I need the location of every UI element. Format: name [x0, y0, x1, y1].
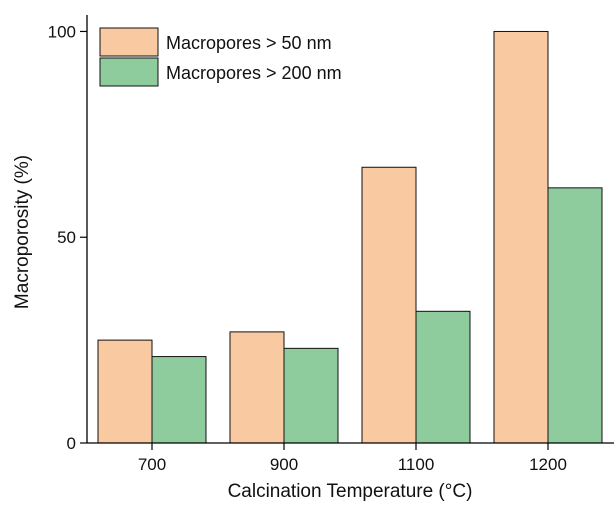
bar-gt200nm-1100 [415, 310, 471, 444]
x-axis-title: Calcination Temperature (°C) [228, 481, 473, 502]
legend-swatch-gt200nm [99, 57, 159, 87]
bar-gt200nm-1200 [547, 187, 603, 444]
legend: Macropores > 50 nm Macropores > 200 nm [99, 27, 342, 87]
x-tick-label-700: 700 [138, 455, 166, 474]
y-axis-title: Macroporosity (%) [12, 155, 33, 309]
bar-gt200nm-700 [151, 356, 207, 444]
legend-label-gt200nm: Macropores > 200 nm [166, 63, 342, 83]
bars-group [97, 30, 603, 444]
x-tick-label-900: 900 [270, 455, 298, 474]
y-tick-label-0: 0 [67, 434, 76, 453]
bar-gt50nm-700 [97, 339, 153, 444]
x-tick-label-1100: 1100 [398, 455, 435, 474]
x-tick-label-1200: 1200 [529, 455, 567, 474]
bar-gt50nm-1200 [493, 30, 549, 444]
legend-label-gt50nm: Macropores > 50 nm [166, 33, 332, 53]
y-tick-label-100: 100 [48, 22, 76, 41]
y-ticks-group: 0 50 100 [48, 22, 87, 453]
y-tick-label-50: 50 [57, 228, 76, 247]
x-ticks-group: 700 900 1100 1200 [138, 443, 567, 474]
bar-gt200nm-900 [283, 347, 339, 444]
legend-swatch-gt50nm [99, 27, 159, 57]
bar-gt50nm-1100 [361, 166, 417, 444]
bar-gt50nm-900 [229, 331, 285, 444]
